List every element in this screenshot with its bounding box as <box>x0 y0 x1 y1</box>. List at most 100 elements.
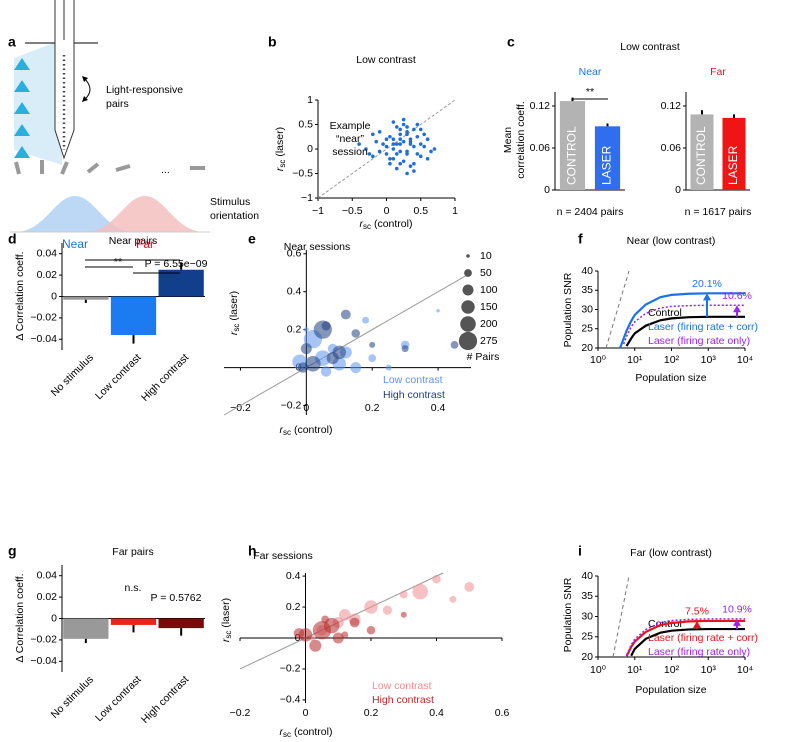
y-tick-label: 0.12 <box>530 100 551 112</box>
point <box>382 605 392 615</box>
annotation: P = 6.55e−09 <box>145 258 208 270</box>
point <box>394 166 399 171</box>
y-axis-label: Δ Correlation coeff. <box>14 251 26 340</box>
x-axis-label-sub: sc <box>283 428 291 437</box>
point <box>432 574 441 584</box>
x-tick-label: −1 <box>312 205 324 217</box>
point <box>388 157 392 161</box>
point <box>384 144 389 149</box>
annotation: ** <box>586 86 594 98</box>
bar <box>63 296 109 300</box>
diagram-label: Light-responsive <box>106 84 183 96</box>
x-tick-label: 10¹ <box>627 354 643 366</box>
point <box>425 157 430 161</box>
y-tick-label: 0.4 <box>287 286 302 298</box>
y-axis-label: rsc (laser) <box>228 291 241 335</box>
bar <box>690 114 714 190</box>
point <box>450 340 459 349</box>
y-axis-label: Population SNR <box>562 577 574 652</box>
point <box>401 122 406 127</box>
y-tick-label: −0.04 <box>30 333 57 345</box>
point <box>418 127 423 132</box>
y-tick-label: 0.02 <box>37 269 58 281</box>
y-tick-label: 25 <box>581 631 593 643</box>
bar <box>110 618 157 625</box>
x-tick-label: 10¹ <box>627 664 643 676</box>
annotation: 7.5% <box>685 606 709 618</box>
bar <box>158 618 204 629</box>
size-key-label: 50 <box>480 267 492 279</box>
y-tick-label: 20 <box>581 651 593 663</box>
y-tick-label: 0.06 <box>530 142 551 154</box>
point <box>398 127 403 132</box>
chart-title: Near (low contrast) <box>627 235 716 247</box>
y-tick-label: −0.02 <box>30 634 57 646</box>
point <box>364 600 378 614</box>
point <box>449 595 457 603</box>
annotation: P = 0.5762 <box>151 592 202 604</box>
y-tick-label: −0.5 <box>292 167 313 179</box>
y-axis-label-sub: sc <box>224 631 233 639</box>
y-tick-label: 0 <box>675 184 681 196</box>
x-axis-label-rest: (control) <box>371 218 412 230</box>
x-axis-label-sub: sc <box>363 222 371 231</box>
panel-label: c <box>507 34 515 50</box>
annotation: 10.6% <box>722 290 752 302</box>
bar <box>594 126 621 190</box>
category-label: LASER <box>600 145 614 185</box>
point <box>377 130 382 134</box>
gratings <box>14 160 205 175</box>
size-key-label: 200 <box>480 318 498 330</box>
point <box>369 341 376 348</box>
arrowhead <box>703 293 711 301</box>
point <box>381 142 385 146</box>
y-tick-label: 0 <box>307 143 313 155</box>
reference-line <box>605 270 630 349</box>
point <box>405 149 409 154</box>
y-tick-label: −0.04 <box>30 655 57 667</box>
panel-label: f <box>578 231 583 247</box>
point <box>401 345 409 353</box>
point <box>332 632 344 644</box>
legend-label: High contrast <box>383 389 445 401</box>
line <box>625 619 745 657</box>
point <box>432 147 437 151</box>
point <box>464 582 475 592</box>
size-key <box>466 254 470 258</box>
point <box>401 159 406 164</box>
x-tick-label: 10⁴ <box>737 664 753 676</box>
point <box>405 171 409 176</box>
y-axis-label-sub: sc <box>232 324 241 332</box>
bar <box>110 296 157 336</box>
category-label: LASER <box>726 145 740 185</box>
y-tick-label: 0 <box>51 290 57 302</box>
point <box>391 137 396 141</box>
point <box>400 611 407 618</box>
point <box>398 137 403 141</box>
line <box>619 292 745 349</box>
figure-subtitle: Low contrast <box>620 41 680 53</box>
annotation: n.s. <box>125 582 142 594</box>
y-tick-label: 40 <box>581 265 593 277</box>
legend-label: Low contrast <box>372 680 432 692</box>
y-axis-label-rest: (laser) <box>220 598 232 631</box>
point <box>388 161 392 166</box>
y-axis-label-rest: (laser) <box>274 127 286 160</box>
y-tick-label: 0.06 <box>661 142 682 154</box>
panel-label: e <box>248 231 256 247</box>
legend-label: Laser (firing rate only) <box>648 335 750 347</box>
point <box>374 139 379 144</box>
near-tuning <box>15 196 135 232</box>
diagram-label: Stimulus <box>210 196 250 208</box>
y-tick-label: −0.02 <box>30 312 57 324</box>
annotation: “near” <box>336 133 365 145</box>
y-tick-label: −0.2 <box>280 663 301 675</box>
y-tick-label: 35 <box>581 284 593 296</box>
category-label: CONTROL <box>694 126 708 185</box>
y-tick-label: −0.2 <box>281 399 302 411</box>
panel-label: g <box>8 543 17 559</box>
legend-label: Laser (firing rate + corr) <box>648 632 758 644</box>
x-axis-label: rsc (control) <box>360 218 413 231</box>
point <box>394 125 399 129</box>
